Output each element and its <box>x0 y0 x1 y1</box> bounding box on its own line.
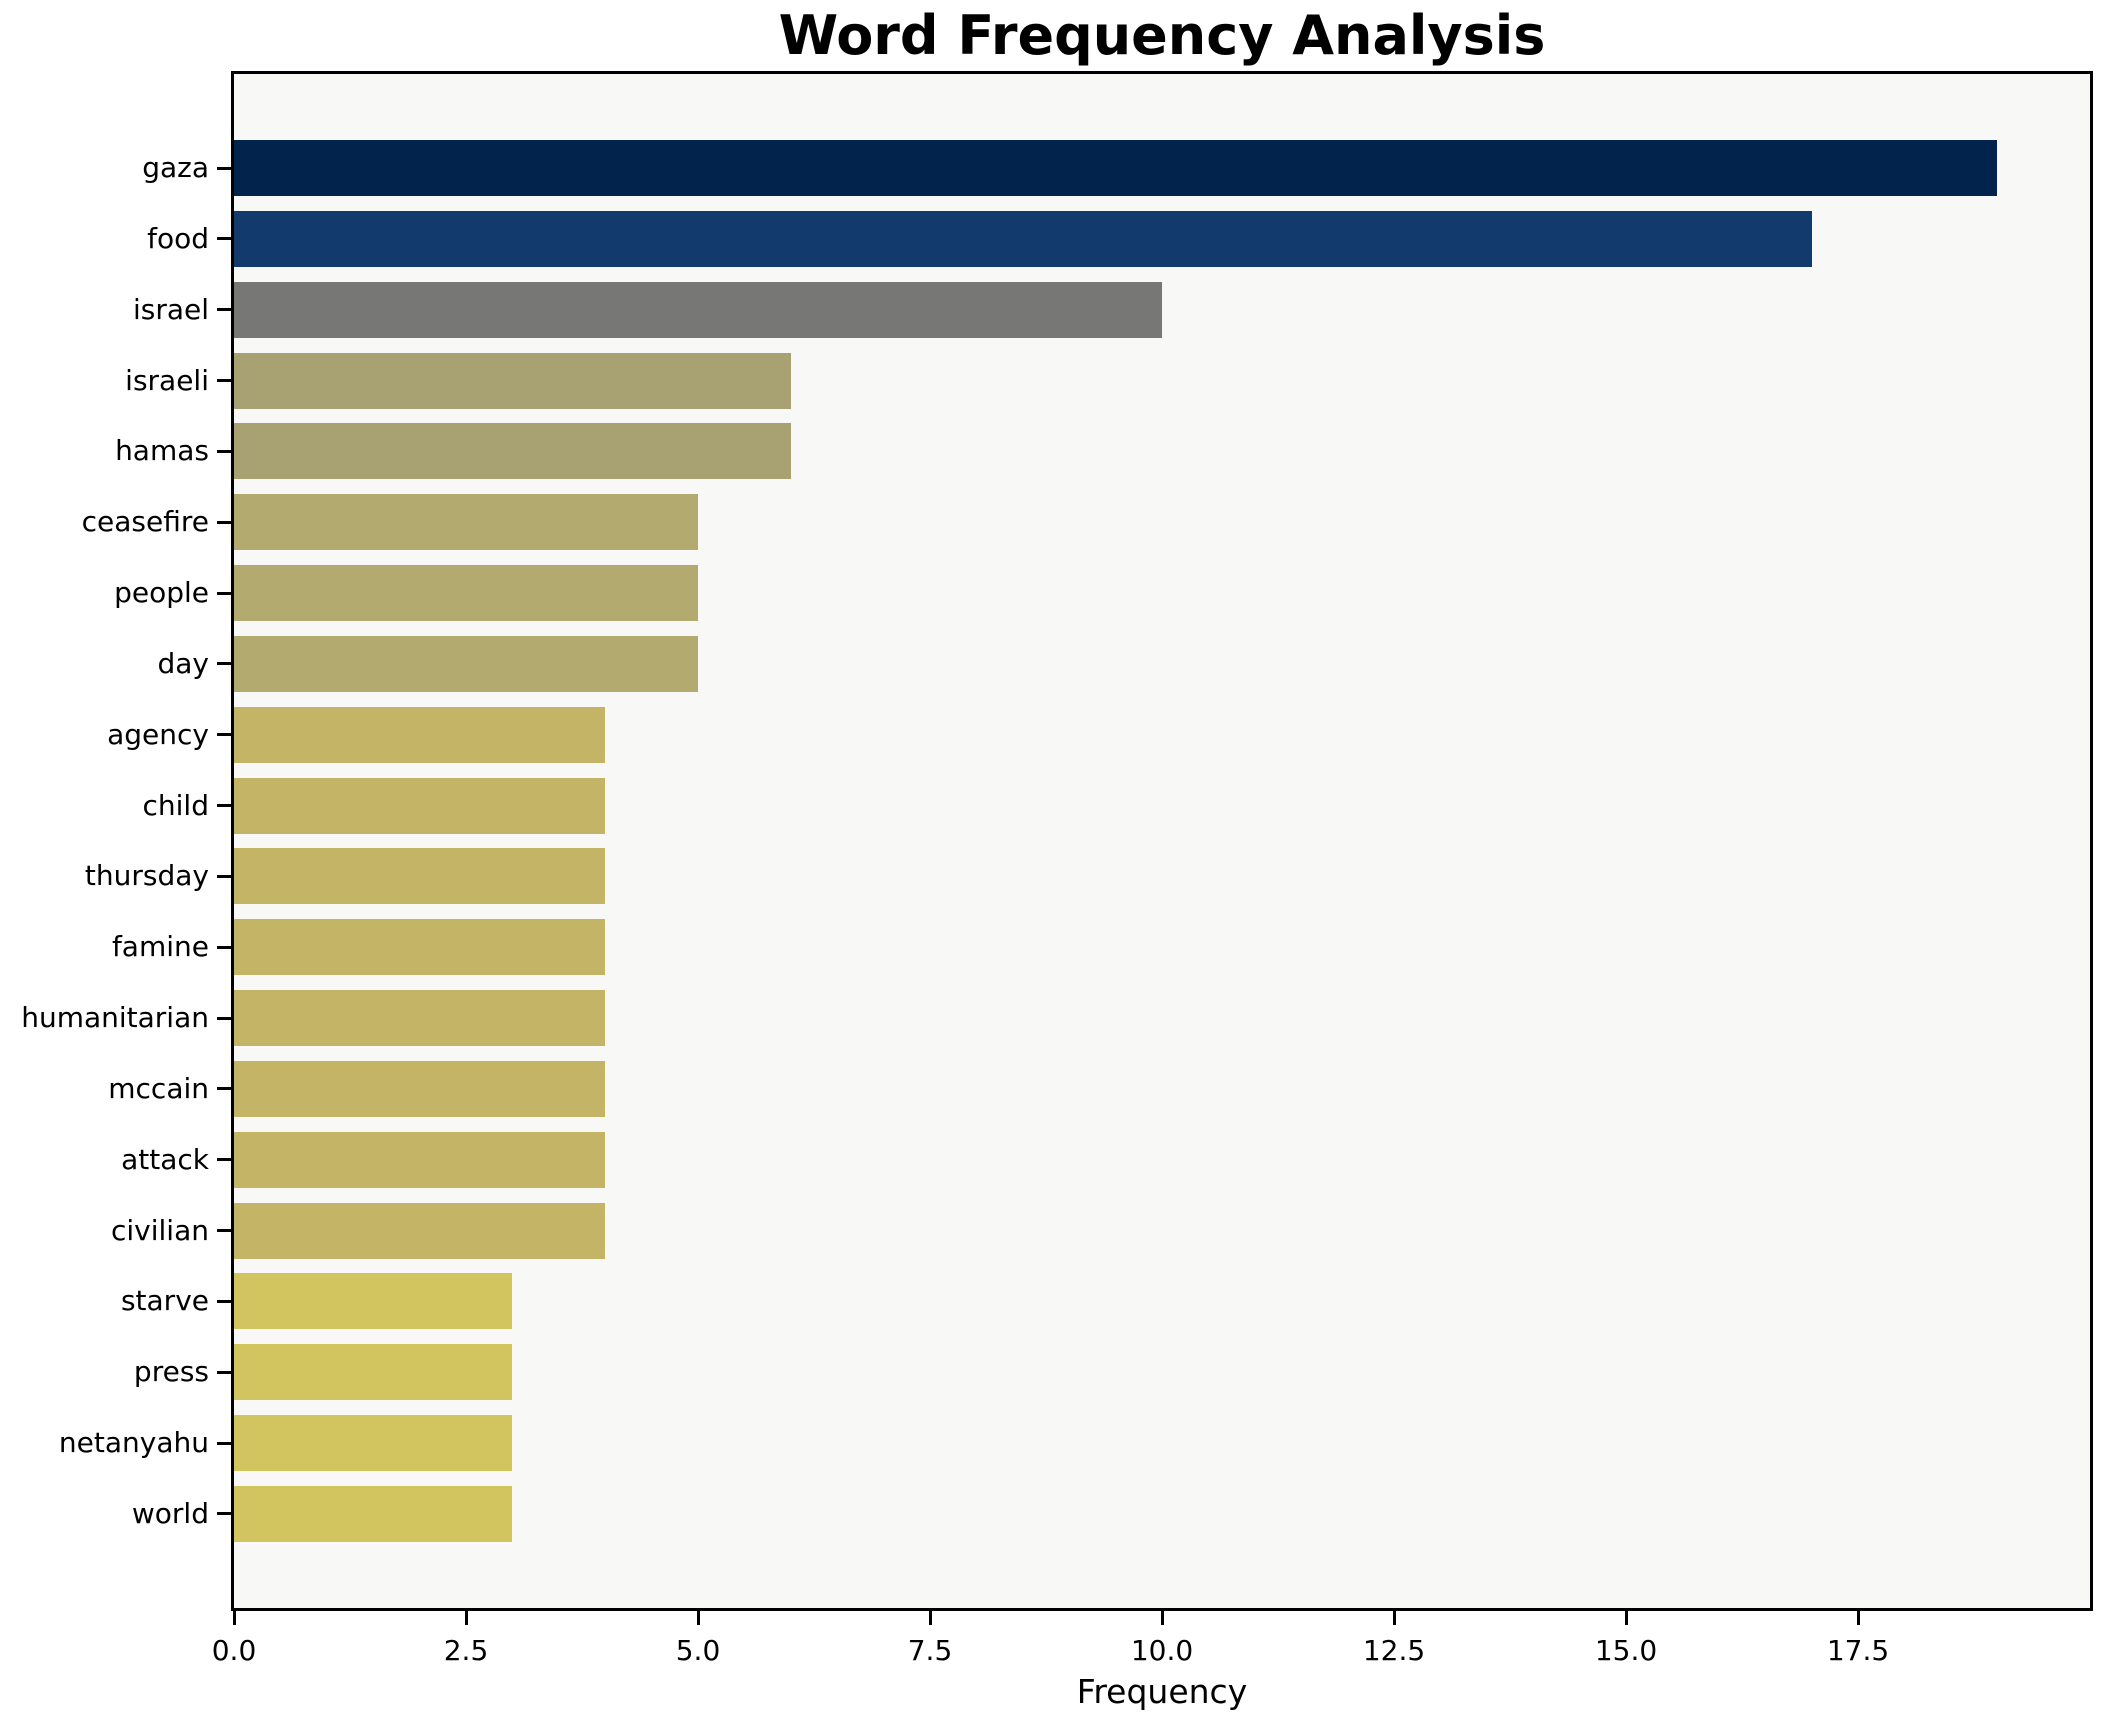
y-tick-mark <box>217 945 231 949</box>
bar-netanyahu <box>234 1415 512 1472</box>
y-tick-label-agency: agency <box>107 717 209 751</box>
bar-people <box>234 565 698 622</box>
y-tick-label-thursday: thursday <box>84 859 209 893</box>
y-tick-mark <box>217 1016 231 1020</box>
y-tick-mark <box>217 1229 231 1233</box>
y-tick-mark <box>217 874 231 878</box>
y-tick-label-civilian: civilian <box>111 1213 209 1247</box>
bar-child <box>234 777 605 834</box>
bar-attack <box>234 1131 605 1188</box>
y-tick-mark <box>217 1370 231 1374</box>
bar-agency <box>234 706 605 763</box>
y-tick-label-attack: attack <box>121 1142 209 1176</box>
y-tick-mark <box>217 1158 231 1162</box>
bar-thursday <box>234 848 605 905</box>
y-tick-mark <box>217 1299 231 1303</box>
y-tick-label-hamas: hamas <box>115 434 209 468</box>
y-tick-mark <box>217 379 231 383</box>
x-tick-mark <box>464 1611 468 1625</box>
y-tick-mark <box>217 591 231 595</box>
bar-mccain <box>234 1060 605 1117</box>
y-tick-label-day: day <box>157 646 209 680</box>
chart-title: Word Frequency Analysis <box>778 4 1546 67</box>
y-tick-label-child: child <box>142 788 209 822</box>
x-tick-label-12.5: 12.5 <box>1362 1634 1426 1667</box>
y-tick-mark <box>217 662 231 666</box>
y-tick-mark <box>217 1441 231 1445</box>
bar-famine <box>234 919 605 976</box>
y-tick-mark <box>217 449 231 453</box>
y-tick-label-ceasefire: ceasefire <box>81 505 209 539</box>
y-tick-mark <box>217 237 231 241</box>
bar-food <box>234 210 1812 267</box>
y-tick-label-press: press <box>133 1355 209 1389</box>
bar-day <box>234 635 698 692</box>
bar-israel <box>234 281 1162 338</box>
y-tick-mark <box>217 733 231 737</box>
y-tick-mark <box>217 804 231 808</box>
y-tick-label-israel: israel <box>132 292 209 326</box>
x-tick-mark <box>1160 1611 1164 1625</box>
y-tick-mark <box>217 1087 231 1091</box>
bar-press <box>234 1344 512 1401</box>
y-tick-label-world: world <box>131 1496 209 1530</box>
x-tick-label-17.5: 17.5 <box>1826 1634 1890 1667</box>
y-tick-mark <box>217 1512 231 1516</box>
bar-world <box>234 1485 512 1542</box>
x-tick-label-10.0: 10.0 <box>1130 1634 1194 1667</box>
x-tick-mark <box>232 1611 236 1625</box>
plot-area <box>231 71 2093 1611</box>
x-tick-mark <box>928 1611 932 1625</box>
bar-israeli <box>234 352 791 409</box>
x-tick-mark <box>1392 1611 1396 1625</box>
bar-gaza <box>234 140 1997 196</box>
y-tick-mark <box>217 166 231 170</box>
x-tick-label-2.5: 2.5 <box>443 1634 489 1667</box>
x-tick-mark <box>696 1611 700 1625</box>
y-tick-label-netanyahu: netanyahu <box>58 1426 209 1460</box>
y-tick-mark <box>217 520 231 524</box>
x-tick-mark <box>1856 1611 1860 1625</box>
bar-civilian <box>234 1202 605 1259</box>
y-tick-label-gaza: gaza <box>142 151 209 184</box>
y-tick-label-famine: famine <box>111 930 209 964</box>
x-tick-mark <box>1624 1611 1628 1625</box>
y-tick-label-people: people <box>114 576 209 610</box>
y-tick-label-humanitarian: humanitarian <box>21 1001 209 1035</box>
y-tick-label-mccain: mccain <box>108 1071 209 1105</box>
x-axis-label: Frequency <box>1076 1672 1248 1711</box>
x-tick-label-7.5: 7.5 <box>907 1634 953 1667</box>
bar-starve <box>234 1273 512 1330</box>
bar-humanitarian <box>234 990 605 1047</box>
y-tick-label-food: food <box>147 221 209 255</box>
x-tick-label-0.0: 0.0 <box>211 1634 257 1667</box>
bar-ceasefire <box>234 494 698 551</box>
x-tick-label-5.0: 5.0 <box>675 1634 721 1667</box>
y-tick-label-starve: starve <box>120 1284 209 1318</box>
y-tick-mark <box>217 308 231 312</box>
y-tick-label-israeli: israeli <box>125 363 209 397</box>
bar-hamas <box>234 423 791 480</box>
x-tick-label-15.0: 15.0 <box>1594 1634 1658 1667</box>
